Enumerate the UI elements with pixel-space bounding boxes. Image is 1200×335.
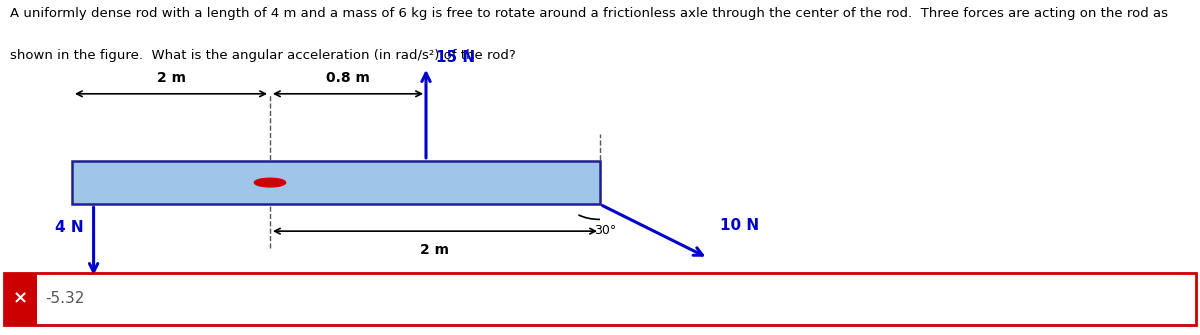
Text: -5.32: -5.32 — [46, 291, 85, 306]
Text: 10 N: 10 N — [720, 218, 760, 233]
Circle shape — [254, 178, 286, 187]
Text: ×: × — [13, 290, 28, 308]
Text: A uniformly dense rod with a length of 4 m and a mass of 6 kg is free to rotate : A uniformly dense rod with a length of 4… — [10, 7, 1168, 20]
Text: 2 m: 2 m — [156, 71, 186, 85]
Text: 2 m: 2 m — [420, 243, 450, 257]
Bar — [4, 273, 1196, 325]
Text: 30°: 30° — [594, 224, 617, 238]
Text: 0.8 m: 0.8 m — [326, 71, 370, 85]
Bar — [4, 273, 37, 325]
Text: 4 N: 4 N — [55, 220, 84, 235]
Text: 15 N: 15 N — [436, 50, 475, 65]
Text: shown in the figure.  What is the angular acceleration (in rad/s²) of the rod?: shown in the figure. What is the angular… — [10, 49, 515, 62]
Bar — [72, 161, 600, 204]
